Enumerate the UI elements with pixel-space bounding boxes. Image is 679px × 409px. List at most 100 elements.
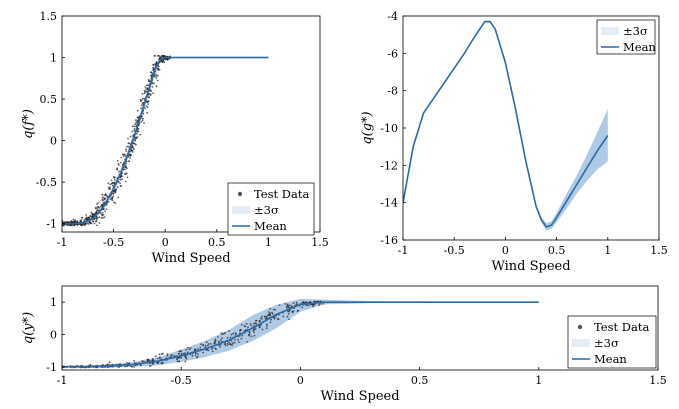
y-axis: -16 -14 -12 -10 -8 -6 -4 <box>380 10 406 247</box>
test-data-point <box>106 195 109 198</box>
test-data-point <box>146 84 149 87</box>
test-data-point <box>274 308 277 311</box>
test-data-point <box>133 359 136 362</box>
test-data-point <box>247 326 249 329</box>
test-data-point <box>152 69 155 72</box>
test-data-point <box>296 303 298 305</box>
test-data-point <box>119 178 122 181</box>
test-data-point <box>105 194 107 197</box>
y-tick-label: -1 <box>46 361 57 374</box>
plot-area <box>62 298 539 369</box>
test-data-point <box>228 341 231 344</box>
test-data-point <box>258 320 261 322</box>
x-tick-label: -0.5 <box>171 374 192 387</box>
test-data-point <box>109 183 112 186</box>
test-data-point <box>124 365 127 368</box>
test-data-point <box>96 207 99 210</box>
test-data-point <box>141 102 144 104</box>
x-tick-label: -0.5 <box>444 244 465 257</box>
test-data-point <box>155 75 158 77</box>
legend-label-band: ±3σ <box>594 336 619 350</box>
test-data-point <box>206 348 209 351</box>
test-data-point <box>177 353 180 355</box>
test-data-point <box>155 73 157 76</box>
test-data-point <box>140 107 142 110</box>
test-data-point <box>319 303 321 305</box>
y-tick-label: -12 <box>380 159 398 172</box>
test-data-point <box>144 91 147 93</box>
test-data-point <box>85 214 88 216</box>
test-data-point <box>271 313 274 315</box>
test-data-point <box>103 194 106 197</box>
test-data-point <box>96 224 98 227</box>
test-data-point <box>197 353 199 355</box>
test-data-point <box>151 359 154 362</box>
test-data-point <box>124 180 127 183</box>
test-data-point <box>140 120 143 123</box>
test-data-point <box>91 212 94 215</box>
test-data-point <box>273 317 276 320</box>
test-data-point <box>129 154 132 157</box>
legend-label-mean: Mean <box>594 352 627 366</box>
y-tick-label: 1 <box>50 296 57 309</box>
test-data-point <box>154 355 157 358</box>
test-data-point <box>182 352 185 355</box>
test-data-point <box>303 301 305 304</box>
test-data-point <box>308 304 310 307</box>
test-data-point <box>141 119 144 122</box>
x-tick-label: 0.5 <box>208 236 226 249</box>
y-axis-label: q(g*) <box>360 111 375 144</box>
test-data-point <box>99 212 102 215</box>
test-data-point <box>101 214 104 217</box>
test-data-point <box>158 353 161 356</box>
test-data-point <box>110 182 113 185</box>
x-tick-label: -1 <box>57 236 68 249</box>
x-axis: -1 -0.5 0 0.5 1 1.5 <box>57 367 667 387</box>
y-tick-label: -4 <box>387 10 398 23</box>
test-data-point <box>214 340 216 343</box>
x-tick-label: -1 <box>398 244 409 257</box>
test-data-point <box>131 145 134 148</box>
test-data-point <box>98 216 101 218</box>
test-data-point <box>153 82 155 84</box>
test-data-point <box>254 328 257 330</box>
test-data-point <box>180 353 183 355</box>
test-data-point <box>248 334 251 337</box>
test-data-point <box>126 176 129 179</box>
legend-marker-test-data <box>237 191 243 197</box>
x-axis: -1 -0.5 0 0.5 1 1.5 <box>57 229 329 249</box>
test-data-point <box>163 55 166 57</box>
test-data-point <box>117 196 120 199</box>
test-data-point <box>285 307 288 309</box>
legend-box <box>596 19 656 55</box>
test-data-point <box>97 205 99 208</box>
test-data-point <box>167 58 169 61</box>
y-tick-label: 0 <box>50 328 57 341</box>
test-data-point <box>188 348 191 351</box>
test-data-point <box>241 334 244 337</box>
test-data-point <box>231 342 234 345</box>
test-data-point <box>149 93 151 95</box>
test-data-point <box>219 339 222 341</box>
legend: Test Data ±3σ Mean <box>227 182 315 236</box>
test-data-point <box>282 315 285 318</box>
test-data-point <box>131 151 134 153</box>
mean-line <box>62 56 269 225</box>
test-data-point <box>137 130 140 133</box>
test-data-point <box>151 72 154 74</box>
test-data-point <box>143 122 146 124</box>
test-data-point <box>171 354 174 357</box>
test-data-point <box>133 127 136 130</box>
x-axis: -1 -0.5 0 0.5 1 1.5 <box>398 237 668 257</box>
test-data-point <box>146 111 149 114</box>
test-data-point <box>96 217 98 220</box>
test-data-point <box>125 172 128 175</box>
mean-line <box>403 20 609 228</box>
test-data-point <box>265 323 268 326</box>
plot-area <box>403 20 609 231</box>
test-data-point <box>240 323 243 326</box>
y-tick-label: -0.5 <box>36 176 57 189</box>
test-data-point <box>245 322 248 325</box>
test-data-point <box>205 341 208 344</box>
test-data-point <box>189 347 192 349</box>
